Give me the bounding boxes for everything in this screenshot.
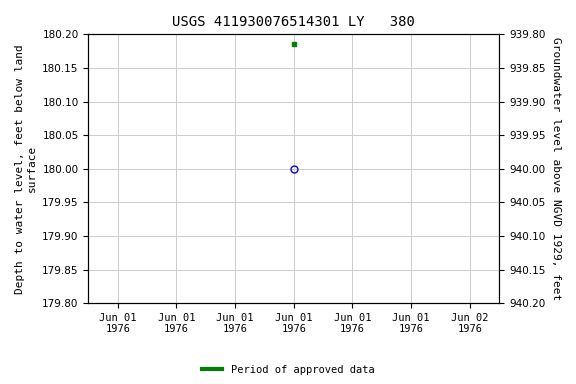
Title: USGS 411930076514301 LY   380: USGS 411930076514301 LY 380 <box>172 15 415 29</box>
Y-axis label: Depth to water level, feet below land
surface: Depth to water level, feet below land su… <box>15 44 37 294</box>
Legend: Period of approved data: Period of approved data <box>198 361 378 379</box>
Y-axis label: Groundwater level above NGVD 1929, feet: Groundwater level above NGVD 1929, feet <box>551 37 561 300</box>
